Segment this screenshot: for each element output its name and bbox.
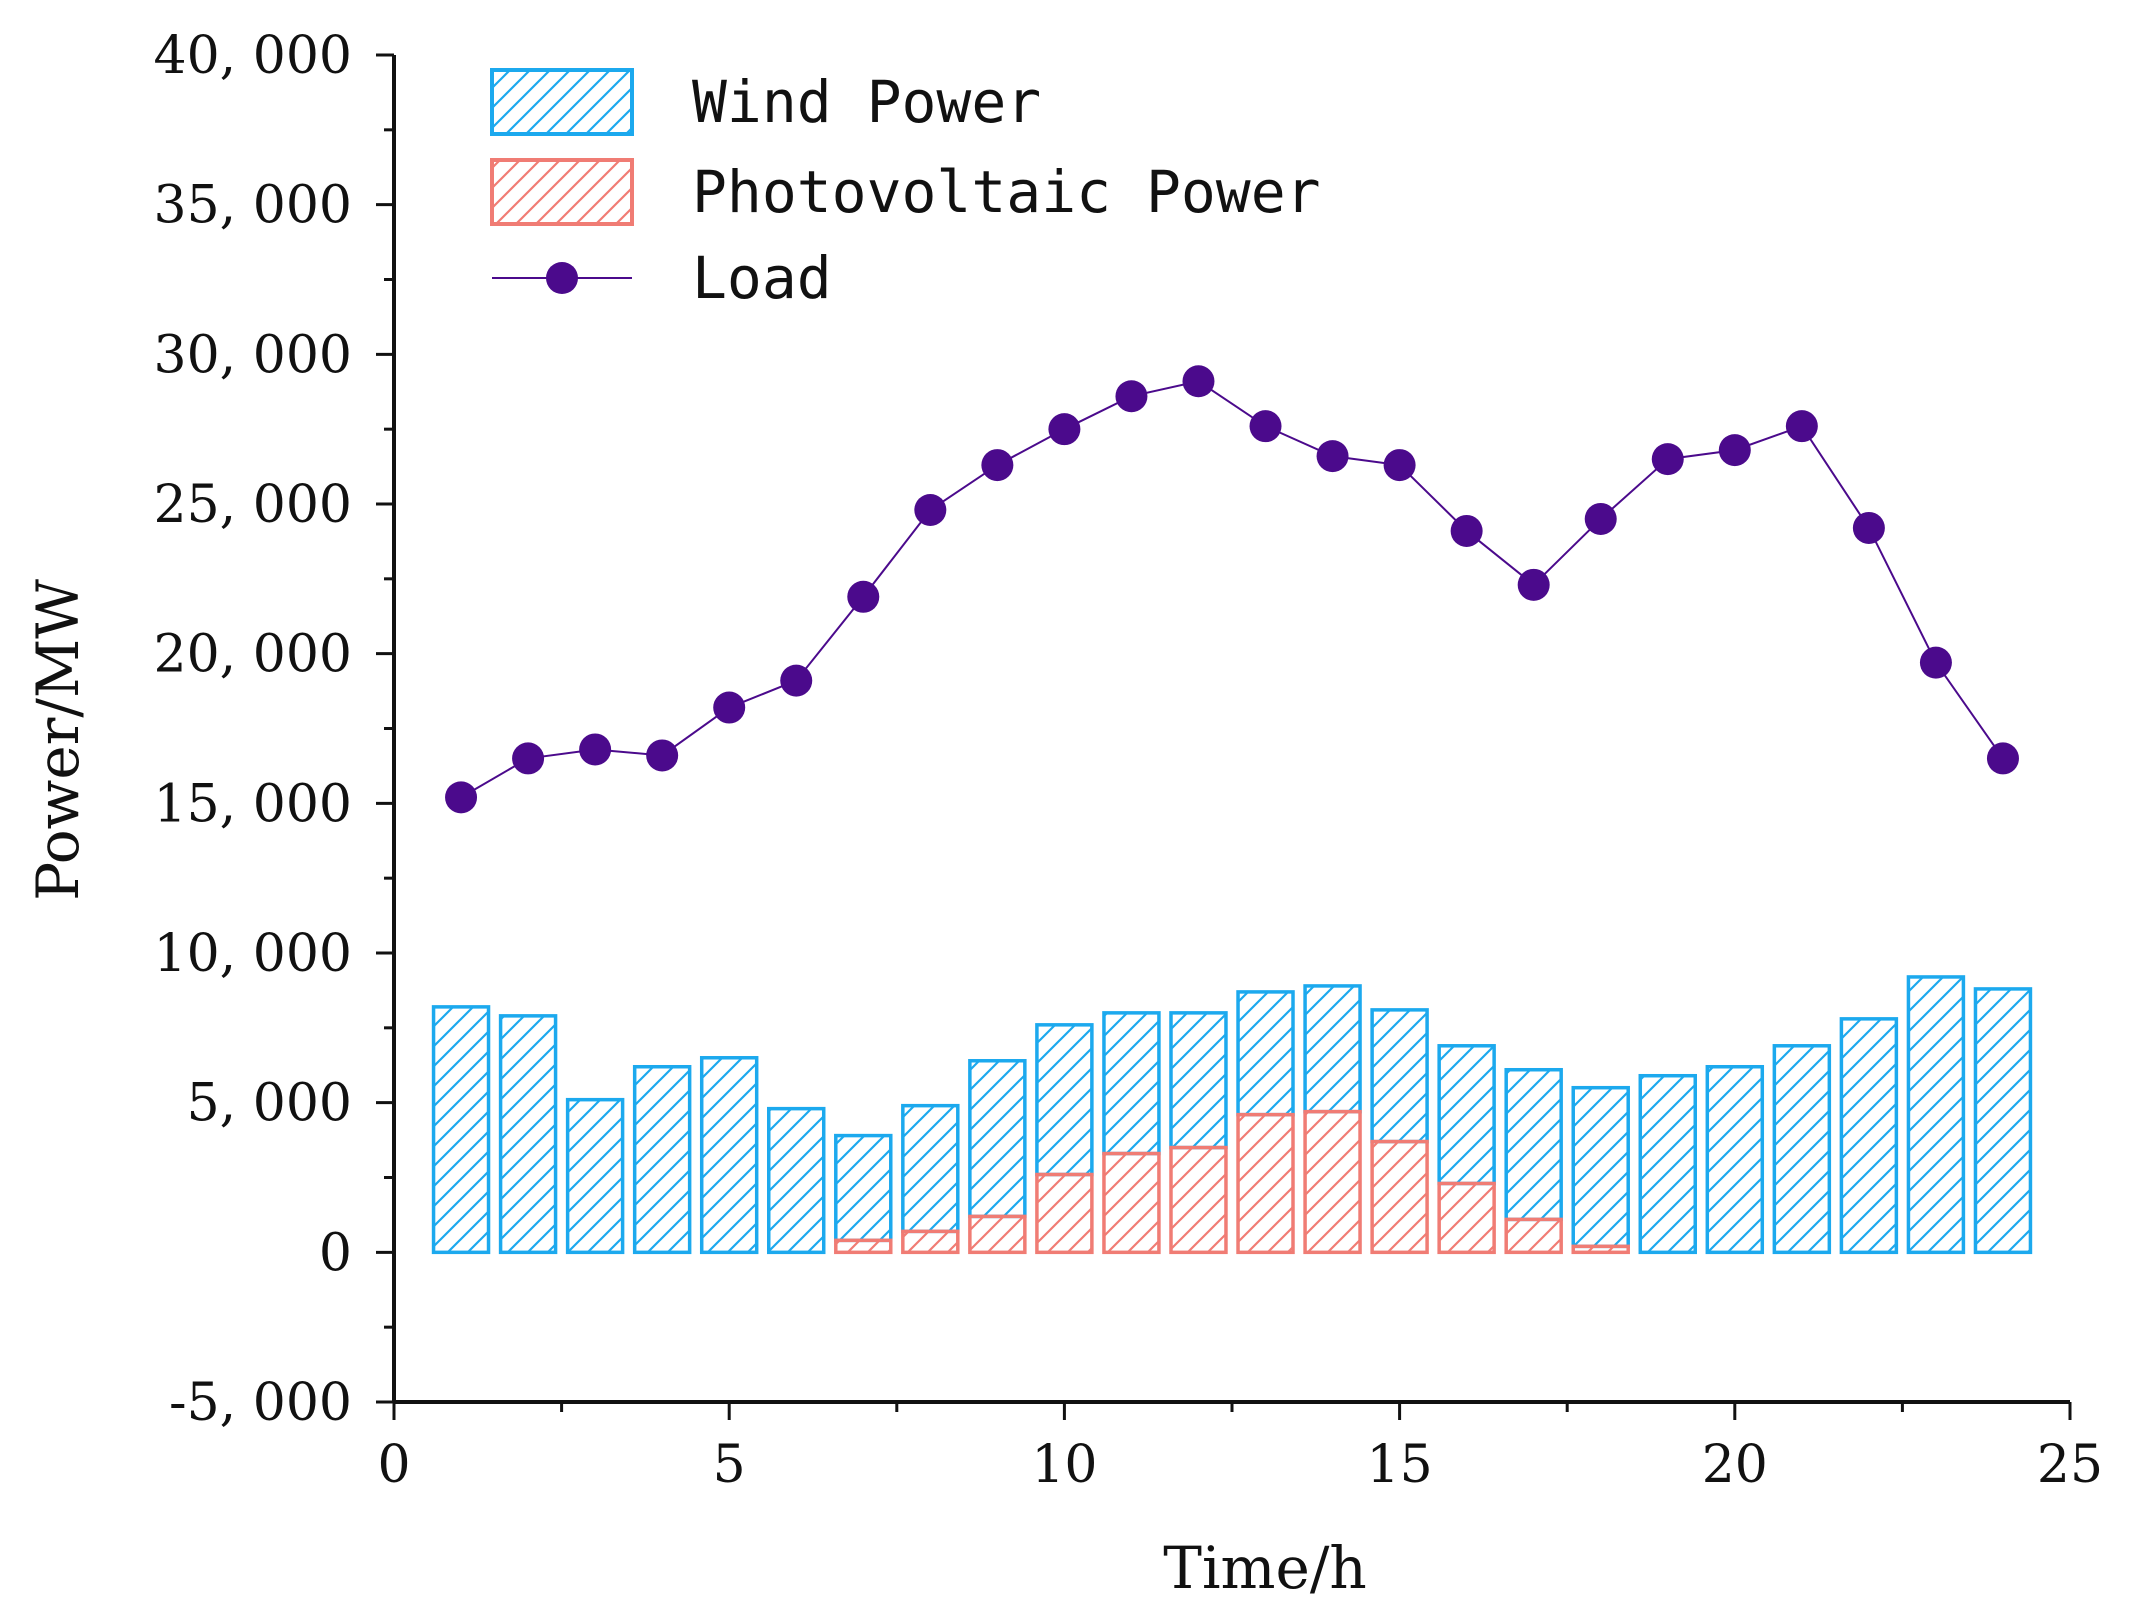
bar-wind-power-11 <box>1102 1011 1161 1156</box>
bar-wind-power-1 <box>431 1005 491 1255</box>
x-tick-label: 5 <box>713 1435 746 1495</box>
load-point-10 <box>1048 413 1081 446</box>
x-axis-title: Time/h <box>1163 1534 1366 1602</box>
x-tick-label: 20 <box>1702 1435 1768 1495</box>
x-tick-label: 15 <box>1367 1435 1433 1495</box>
load-point-11 <box>1115 380 1148 413</box>
bar-wind-power-5 <box>699 1056 759 1255</box>
bar-photovoltaic-power-10 <box>1035 1172 1094 1255</box>
bar-photovoltaic-power-7 <box>834 1238 893 1255</box>
load-point-8 <box>914 493 947 526</box>
bar-photovoltaic-power-12 <box>1169 1145 1228 1255</box>
load-point-5 <box>713 691 746 724</box>
y-tick-label: -5, 000 <box>169 1373 352 1433</box>
bar-photovoltaic-power-9 <box>968 1214 1027 1255</box>
bar-wind-power-9 <box>968 1059 1027 1219</box>
load-point-18 <box>1584 502 1617 535</box>
load-point-24 <box>1986 742 2019 775</box>
y-tick-label: 40, 000 <box>154 26 352 86</box>
y-tick-label: 15, 000 <box>154 774 352 834</box>
bar-wind-power-21 <box>1772 1044 1832 1255</box>
bar-wind-power-17 <box>1504 1067 1563 1222</box>
load-point-4 <box>646 739 679 772</box>
bar-photovoltaic-power-16 <box>1437 1181 1496 1255</box>
bar-wind-power-19 <box>1638 1073 1697 1255</box>
y-tick-label: 0 <box>319 1223 352 1283</box>
legend-swatch-load-marker <box>546 262 578 294</box>
y-tick-label: 10, 000 <box>154 924 352 984</box>
x-tick-label: 0 <box>377 1435 410 1495</box>
load-point-21 <box>1785 410 1818 443</box>
bar-wind-power-8 <box>901 1103 960 1234</box>
bar-photovoltaic-power-18 <box>1571 1244 1630 1255</box>
bar-wind-power-14 <box>1303 984 1362 1114</box>
legend: Wind Power Photovoltaic Power Load <box>490 68 1321 312</box>
bar-photovoltaic-power-15 <box>1370 1139 1429 1255</box>
bar-wind-power-13 <box>1236 990 1295 1117</box>
bar-wind-power-16 <box>1437 1044 1496 1186</box>
load-point-19 <box>1651 443 1684 476</box>
bar-wind-power-3 <box>565 1097 625 1255</box>
bar-wind-power-22 <box>1839 1017 1899 1255</box>
y-tick-label: 30, 000 <box>154 325 352 385</box>
bar-wind-power-12 <box>1169 1011 1228 1150</box>
x-tick-label: 10 <box>1031 1435 1097 1495</box>
bar-photovoltaic-power-13 <box>1236 1112 1295 1255</box>
load-point-17 <box>1517 568 1550 601</box>
load-point-12 <box>1182 365 1215 398</box>
y-tick-label: 5, 000 <box>187 1074 352 1134</box>
bar-photovoltaic-power-8 <box>901 1229 960 1255</box>
load-point-20 <box>1718 434 1751 467</box>
y-tick-label: 20, 000 <box>154 625 352 685</box>
y-tick-label: 35, 000 <box>154 176 352 236</box>
load-point-3 <box>579 733 612 766</box>
load-series-layer <box>445 365 2019 814</box>
load-point-22 <box>1852 511 1885 544</box>
y-tick-label: 25, 000 <box>154 475 352 535</box>
load-point-13 <box>1249 410 1282 443</box>
load-point-16 <box>1450 514 1483 547</box>
bar-wind-power-10 <box>1035 1023 1094 1177</box>
legend-label-photovoltaic-power: Photovoltaic Power <box>692 158 1321 226</box>
load-point-2 <box>512 742 545 775</box>
bar-wind-power-20 <box>1705 1064 1765 1255</box>
load-point-6 <box>780 664 813 697</box>
legend-swatch-photovoltaic-power <box>490 158 634 226</box>
bar-photovoltaic-power-14 <box>1303 1109 1362 1255</box>
legend-label-load: Load <box>692 244 832 312</box>
axes-layer: -5, 000 0 5, 000 10, 000 15, 000 20, 000 25, 0… <box>154 26 2104 1495</box>
bar-wind-power-24 <box>1973 987 2033 1255</box>
legend-label-wind-power: Wind Power <box>692 68 1041 136</box>
bar-wind-power-6 <box>767 1106 826 1255</box>
load-line <box>460 380 2004 799</box>
bar-wind-power-23 <box>1906 975 1966 1255</box>
load-point-15 <box>1383 449 1416 482</box>
load-point-14 <box>1316 440 1349 473</box>
bar-photovoltaic-power-17 <box>1504 1217 1563 1255</box>
x-tick-label: 25 <box>2037 1435 2103 1495</box>
bar-photovoltaic-power-11 <box>1102 1151 1161 1255</box>
load-point-7 <box>847 580 880 613</box>
bar-wind-power-7 <box>834 1133 893 1243</box>
bar-wind-power-4 <box>632 1064 692 1255</box>
bar-wind-power-15 <box>1370 1008 1429 1144</box>
legend-swatch-wind-power <box>490 68 634 136</box>
load-point-23 <box>1919 646 1952 679</box>
bar-wind-power-2 <box>498 1014 558 1255</box>
y-axis-title: Power/MW <box>24 579 92 901</box>
load-point-9 <box>981 449 1014 482</box>
bar-wind-power-18 <box>1571 1085 1630 1249</box>
load-point-1 <box>445 781 478 814</box>
bars-layer <box>431 975 2033 1255</box>
